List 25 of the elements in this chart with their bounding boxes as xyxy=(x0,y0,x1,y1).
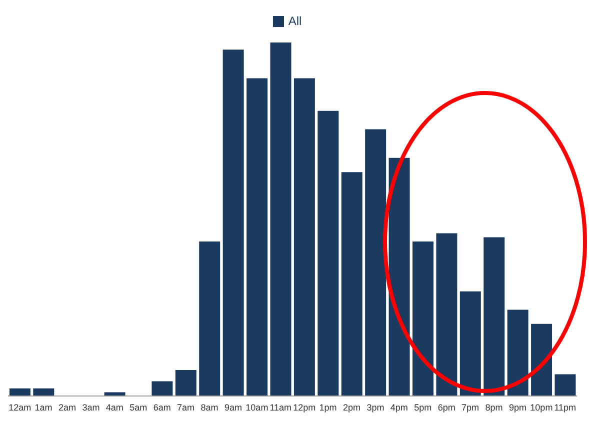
legend-label: All xyxy=(288,14,302,28)
x-tick-label: 2am xyxy=(58,402,76,412)
x-tick-label: 9am xyxy=(224,402,242,412)
x-tick-label: 11am xyxy=(270,402,292,412)
x-tick-label: 5am xyxy=(130,402,148,412)
x-tick-label: 11pm xyxy=(554,402,576,412)
x-tick-label: 1pm xyxy=(319,402,337,412)
x-tick-label: 10am xyxy=(246,402,268,412)
x-tick-label: 12pm xyxy=(293,402,316,412)
x-tick-label: 5pm xyxy=(414,402,432,412)
x-tick-label: 4pm xyxy=(390,402,408,412)
x-tick-label: 10pm xyxy=(530,402,553,412)
x-tick-label: 7am xyxy=(177,402,195,412)
x-tick-label: 3am xyxy=(82,402,100,412)
x-tick-label: 6am xyxy=(153,402,171,412)
x-tick-label: 4am xyxy=(106,402,124,412)
x-tick-label: 9pm xyxy=(508,402,526,412)
x-tick-label: 7pm xyxy=(462,402,480,412)
x-tick-label: 1am xyxy=(34,402,52,412)
x-tick-label: 2pm xyxy=(343,402,361,412)
x-tick-label: 3pm xyxy=(366,402,384,412)
x-tick-label: 8am xyxy=(200,402,218,412)
x-tick-label: 12am xyxy=(8,402,32,412)
x-tick-label: 8pm xyxy=(485,402,503,412)
x-tick-label: 6pm xyxy=(438,402,456,412)
